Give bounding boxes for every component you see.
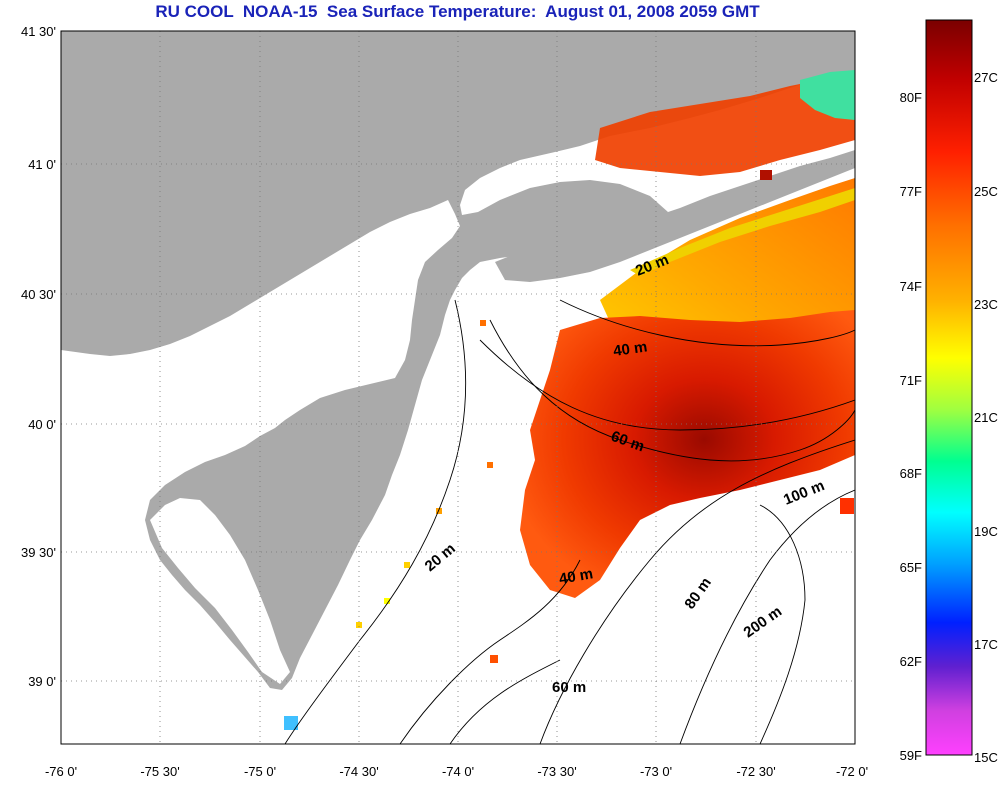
land-mass xyxy=(61,31,855,690)
colorbar-c-label: 17C xyxy=(974,637,998,652)
colorbar-f-label: 68F xyxy=(900,466,922,481)
sst-yellow-coast xyxy=(630,188,855,276)
latitude-axis: 41 30' 41 0' 40 30' 40 0' 39 30' 39 0' xyxy=(21,24,56,689)
long-island xyxy=(495,150,855,282)
colorbar-f-label: 80F xyxy=(900,90,922,105)
longitude-label: -72 0' xyxy=(836,764,868,779)
contour-label: 40 m xyxy=(558,565,595,588)
colorbar: 80F 77F 74F 71F 68F 65F 62F 59F 27C 25C … xyxy=(900,19,998,765)
colorbar-c-label: 23C xyxy=(974,297,998,312)
latitude-label: 41 0' xyxy=(28,157,56,172)
sst-long-island-sound xyxy=(595,74,855,176)
sst-warm-core xyxy=(520,310,855,598)
map-title: RU COOL NOAA-15 Sea Surface Temperature:… xyxy=(155,2,760,21)
colorbar-c-label: 25C xyxy=(974,184,998,199)
colorbar-gradient xyxy=(925,19,973,756)
latitude-label: 41 30' xyxy=(21,24,56,39)
sst-band-shelf xyxy=(600,178,855,360)
contour-label: 60 m xyxy=(552,679,586,696)
colorbar-f-label: 62F xyxy=(900,654,922,669)
sst-cool-patch xyxy=(800,70,855,120)
delaware-bay xyxy=(150,498,290,684)
bathymetry-contours xyxy=(284,299,855,744)
longitude-label: -73 0' xyxy=(640,764,672,779)
latitude-label: 39 0' xyxy=(28,674,56,689)
longitude-label: -74 30' xyxy=(339,764,378,779)
longitude-label: -72 30' xyxy=(736,764,775,779)
colorbar-f-label: 71F xyxy=(900,373,922,388)
longitude-axis: -76 0' -75 30' -75 0' -74 30' -74 0' -73… xyxy=(45,764,868,779)
colorbar-f-label: 59F xyxy=(900,748,922,763)
longitude-label: -76 0' xyxy=(45,764,77,779)
colorbar-c-label: 19C xyxy=(974,524,998,539)
colorbar-c-label: 21C xyxy=(974,410,998,425)
longitude-label: -75 30' xyxy=(140,764,179,779)
longitude-label: -75 0' xyxy=(244,764,276,779)
longitude-label: -73 30' xyxy=(537,764,576,779)
latitude-label: 40 0' xyxy=(28,417,56,432)
colorbar-f-label: 65F xyxy=(900,560,922,575)
colorbar-f-label: 77F xyxy=(900,184,922,199)
latitude-label: 39 30' xyxy=(21,545,56,560)
contour-label: 40 m xyxy=(612,338,648,360)
latitude-label: 40 30' xyxy=(21,287,56,302)
plot-frame xyxy=(60,30,856,745)
longitude-label: -74 0' xyxy=(442,764,474,779)
colorbar-c-label: 15C xyxy=(974,750,998,765)
colorbar-f-label: 74F xyxy=(900,279,922,294)
colorbar-c-label: 27C xyxy=(974,70,998,85)
